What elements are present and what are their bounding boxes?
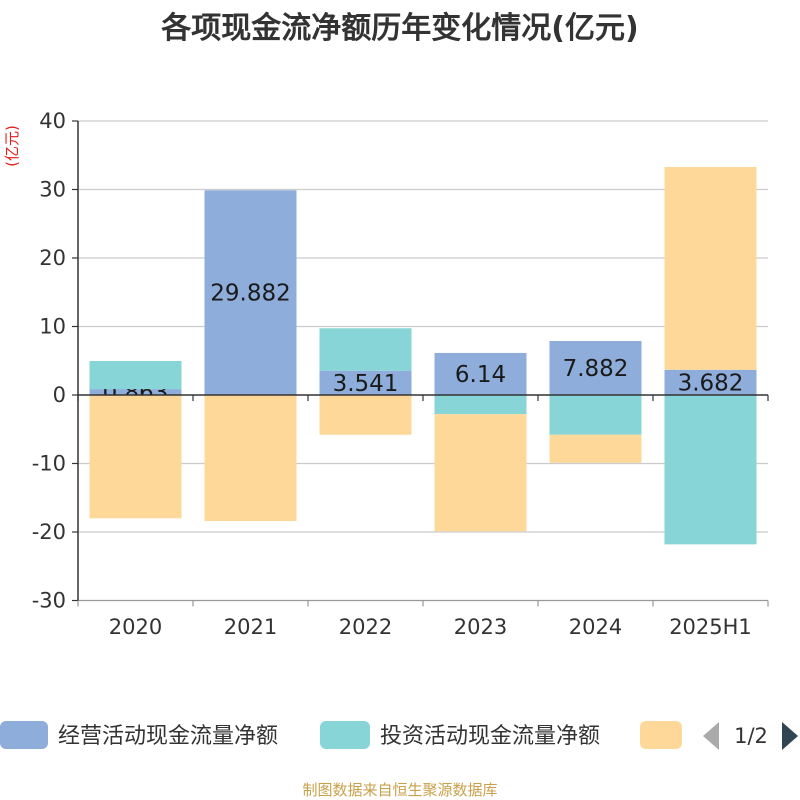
bar-series1-2022[interactable] <box>319 370 412 395</box>
x-tick-label: 2025H1 <box>669 615 752 639</box>
legend-next-page-icon[interactable] <box>782 722 798 750</box>
chart-title: 各项现金流净额历年变化情况(亿元) <box>160 11 638 46</box>
source-note: 制图数据来自恒生聚源数据库 <box>302 781 497 799</box>
y-tick-label: 30 <box>39 178 66 202</box>
x-tick-label: 2023 <box>454 615 507 639</box>
bar-series1-2025H1[interactable] <box>664 369 757 395</box>
legend: 经营活动现金流量净额 投资活动现金流量净额 1/2 <box>0 721 798 750</box>
bar-series2-2023[interactable] <box>434 395 527 415</box>
bar-series3-2024[interactable] <box>549 434 642 463</box>
y-tick-label: 0 <box>53 383 66 407</box>
legend-page-indicator: 1/2 <box>734 724 768 748</box>
x-tick-label: 2022 <box>339 615 392 639</box>
bar-series3-2023[interactable] <box>434 414 527 532</box>
bar-series2-2024[interactable] <box>549 395 642 435</box>
bar-series1-2021[interactable] <box>204 190 297 395</box>
data-label-series1-2021: 29.882 <box>210 281 290 307</box>
y-tick-label: -20 <box>32 520 66 544</box>
legend-label-series1[interactable]: 经营活动现金流量净额 <box>58 724 278 749</box>
legend-item-series1[interactable]: 经营活动现金流量净额 <box>0 721 278 749</box>
bar-series3-2022[interactable] <box>319 395 412 435</box>
bar-series2-2020[interactable] <box>89 361 182 390</box>
y-axis-label: (亿元) <box>3 125 21 167</box>
x-tick-label: 2024 <box>569 615 622 639</box>
legend-swatch-series1[interactable] <box>0 721 48 749</box>
y-tick-label: 40 <box>39 109 66 133</box>
bar-series2-2025H1[interactable] <box>664 395 757 545</box>
legend-item-series2[interactable]: 投资活动现金流量净额 <box>320 721 600 749</box>
bar-series2-2022[interactable] <box>319 328 412 371</box>
legend-swatch-series3[interactable] <box>640 721 682 749</box>
bar-series3-2021[interactable] <box>204 395 297 522</box>
data-label-series1-2025H1: 3.682 <box>678 370 744 396</box>
bar-series1-2020[interactable] <box>89 389 182 395</box>
axes-layer: 40 30 20 10 0 -10 -20 -30 2020 2021 2022 2023 2024 20… <box>32 109 769 639</box>
legend-swatch-series2[interactable] <box>320 721 370 749</box>
data-label-series1-2022: 3.541 <box>333 371 399 397</box>
y-tick-label: -30 <box>32 589 66 613</box>
data-label-series1-2023: 6.14 <box>455 362 506 388</box>
bar-series3-2020[interactable] <box>89 395 182 519</box>
legend-label-series2[interactable]: 投资活动现金流量净额 <box>380 724 600 749</box>
legend-prev-page-icon[interactable] <box>703 722 719 750</box>
bar-series1-2024[interactable] <box>549 341 642 395</box>
y-tick-label: 20 <box>39 246 66 270</box>
x-tick-label: 2021 <box>224 615 277 639</box>
y-tick-label: -10 <box>32 452 66 476</box>
data-label-series1-2024: 7.882 <box>563 356 629 382</box>
y-tick-label: 10 <box>39 315 66 339</box>
x-tick-label: 2020 <box>109 615 162 639</box>
legend-item-series3[interactable] <box>640 721 682 749</box>
bar-series1-2023[interactable] <box>434 352 527 395</box>
bar-series3-2025H1[interactable] <box>664 167 757 370</box>
